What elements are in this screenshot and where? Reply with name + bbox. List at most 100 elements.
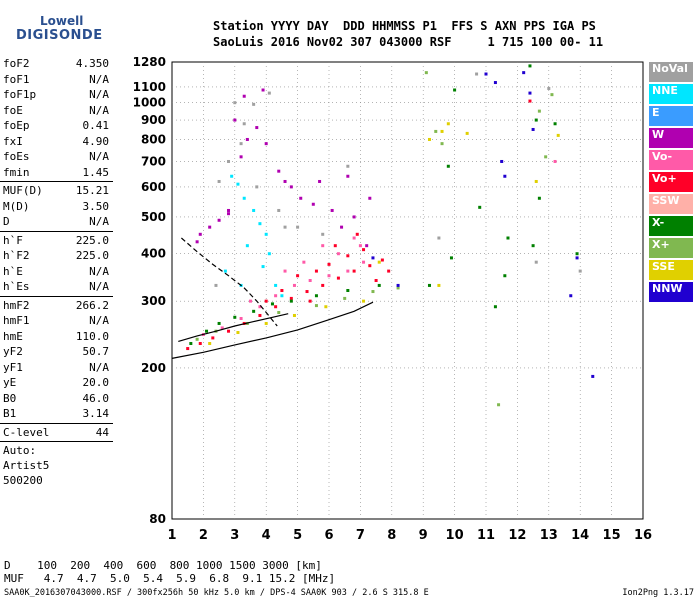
x-tick-label: 2 — [199, 528, 208, 543]
x-tick-label: 9 — [419, 528, 428, 543]
data-point — [245, 244, 249, 248]
x-tick-label: 1 — [167, 528, 176, 543]
param-key: B1 — [3, 407, 17, 420]
data-point — [493, 305, 497, 309]
data-point — [534, 179, 538, 183]
param-row: B0 46.0 — [0, 391, 113, 407]
data-point — [283, 269, 287, 273]
muf-row-distance: D 100 200 400 600 800 1000 1500 3000 [km… — [4, 559, 322, 572]
legend-item: X+ — [649, 238, 693, 258]
logo-line1: Lowell — [40, 14, 84, 28]
data-point — [396, 286, 400, 290]
model-curve — [178, 313, 289, 342]
data-point — [220, 326, 224, 330]
data-point — [424, 71, 428, 75]
data-point — [365, 244, 369, 248]
data-point — [355, 232, 359, 236]
legend-item: SSE — [649, 260, 693, 280]
param-key: yF2 — [3, 345, 23, 358]
separator — [0, 181, 113, 182]
param-row: fxI 4.90 — [0, 134, 113, 150]
x-tick-label: 3 — [230, 528, 239, 543]
model-curve — [181, 237, 278, 327]
data-point — [195, 337, 199, 341]
data-point — [346, 164, 350, 168]
data-point — [208, 225, 212, 229]
muf-row-muf: MUF 4.7 4.7 5.0 5.4 5.9 6.8 9.1 15.2 [MH… — [4, 572, 336, 585]
legend-item: NNE — [649, 84, 693, 104]
param-row: B1 3.14 — [0, 406, 113, 422]
param-value: 225.0 — [75, 233, 109, 247]
data-point — [289, 185, 293, 189]
version-label: Ion2Png 1.3.17 — [622, 588, 694, 598]
y-tick-label: 300 — [141, 294, 166, 308]
model-curve — [171, 301, 374, 359]
data-point — [258, 222, 262, 226]
param-value: 3.14 — [82, 407, 110, 420]
param-value: 225.0 — [75, 249, 109, 262]
data-point — [537, 196, 541, 200]
param-row: yF1 N/A — [0, 360, 113, 376]
data-point — [280, 294, 284, 298]
data-point — [227, 329, 231, 333]
param-row: C-level 44 — [0, 425, 113, 441]
data-point — [258, 305, 262, 309]
param-value: 4.350 — [75, 57, 109, 70]
data-point — [503, 274, 507, 278]
param-key: foF1p — [3, 88, 37, 101]
data-point — [427, 283, 431, 287]
legend-item: Vo- — [649, 150, 693, 170]
data-point — [575, 252, 579, 256]
data-point — [321, 232, 325, 236]
y-tick-label: 200 — [141, 361, 166, 375]
logo-line2: DIGISONDE — [16, 28, 103, 43]
data-point — [569, 294, 573, 298]
param-key: B0 — [3, 391, 17, 405]
data-point — [302, 260, 306, 264]
data-point — [377, 260, 381, 264]
param-key: C-level — [3, 425, 50, 439]
data-point — [233, 101, 237, 105]
param-row: h`F2 225.0 — [0, 248, 113, 264]
data-point — [274, 294, 278, 298]
data-point — [299, 196, 303, 200]
data-point — [427, 137, 431, 141]
data-point — [528, 99, 532, 103]
data-point — [500, 159, 504, 163]
data-point — [352, 236, 356, 240]
autoscale-info: Auto: — [3, 444, 37, 457]
data-point — [475, 72, 479, 76]
separator — [0, 422, 113, 424]
data-point — [387, 269, 391, 273]
data-point — [252, 102, 256, 106]
legend: NoVal NNE E W Vo- Vo+ SSW X- X+ SSE NNW — [649, 62, 693, 304]
x-tick-label: 6 — [324, 528, 333, 543]
data-point — [327, 274, 331, 278]
muf-table: D 100 200 400 600 800 1000 1500 3000 [km… — [4, 559, 335, 585]
data-point — [336, 276, 340, 280]
y-tick-label: 400 — [141, 247, 166, 261]
data-point — [264, 232, 268, 236]
data-point — [261, 88, 265, 92]
data-point — [289, 299, 293, 303]
data-point — [437, 236, 441, 240]
data-point — [377, 283, 381, 287]
data-point — [465, 131, 469, 135]
data-point — [227, 212, 231, 216]
data-point — [437, 283, 441, 287]
data-point — [453, 88, 457, 92]
param-key: foF2 — [3, 57, 30, 70]
data-point — [340, 225, 344, 229]
data-point — [314, 269, 318, 273]
separator — [0, 230, 113, 232]
param-value: 50.7 — [82, 345, 110, 358]
header-line1: Station YYYY DAY DDD HHMMSS P1 FFS S AXN… — [213, 19, 596, 33]
data-point — [274, 283, 278, 287]
data-point — [198, 232, 202, 236]
y-tick-label: 800 — [141, 132, 166, 146]
autoscale-info: Artist5 — [3, 459, 50, 472]
data-point — [333, 244, 337, 248]
data-point — [591, 374, 595, 378]
param-row: h`Es N/A — [0, 279, 113, 295]
data-point — [255, 126, 259, 130]
